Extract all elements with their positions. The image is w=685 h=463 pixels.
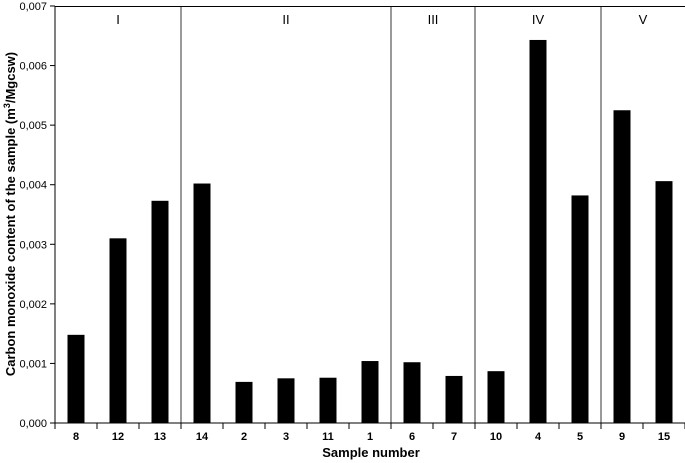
- x-tick-label: 11: [322, 431, 334, 443]
- y-tick-label: 0,007: [19, 1, 47, 13]
- y-tick-label: 0,002: [19, 299, 47, 311]
- y-tick-label: 0,005: [19, 120, 47, 132]
- bar: [193, 183, 211, 423]
- bar: [361, 361, 379, 423]
- group-label: V: [639, 12, 648, 27]
- bar: [319, 377, 337, 423]
- y-tick-label: 0,000: [19, 418, 47, 430]
- y-axis-title-prefix: Carbon monoxide content of the sample (m: [3, 108, 18, 376]
- bars: [67, 39, 673, 423]
- bar: [571, 195, 589, 423]
- group-dividers: I II III IV V: [116, 6, 648, 423]
- x-tick-label: 13: [154, 431, 166, 443]
- x-tick-label: 3: [283, 431, 289, 443]
- x-axis-ticks: 8 12 13 14 2 3 11 1 6 7 10 4 5 9 15: [54, 423, 685, 443]
- bar: [151, 200, 169, 423]
- bar: [445, 375, 463, 423]
- x-tick-label: 4: [535, 431, 542, 443]
- x-tick-label: 14: [196, 431, 209, 443]
- x-tick-label: 12: [112, 431, 124, 443]
- x-tick-label: 8: [73, 431, 79, 443]
- x-tick-label: 15: [658, 431, 670, 443]
- bar: [403, 362, 421, 423]
- bar: [613, 110, 631, 423]
- bar: [487, 371, 505, 423]
- y-tick-label: 0,006: [19, 61, 47, 73]
- x-tick-label: 5: [577, 431, 583, 443]
- bar: [109, 238, 127, 423]
- y-tick-label: 0,004: [19, 180, 47, 192]
- x-tick-label: 10: [490, 431, 502, 443]
- x-tick-label: 6: [409, 431, 415, 443]
- x-tick-label: 7: [451, 431, 457, 443]
- x-tick-label: 9: [619, 431, 625, 443]
- bar: [235, 381, 253, 423]
- group-label: II: [282, 12, 289, 27]
- y-axis-ticks: 0,000 0,001 0,002 0,003 0,004 0,005 0,006 0,007: [19, 1, 55, 430]
- bar: [277, 378, 295, 423]
- x-axis-title: Sample number: [322, 445, 420, 460]
- group-label: IV: [532, 12, 545, 27]
- y-tick-label: 0,003: [19, 239, 47, 251]
- x-tick-label: 1: [367, 431, 373, 443]
- bar: [529, 39, 547, 423]
- group-label: III: [428, 12, 439, 27]
- y-axis-title-suffix: /Mgcsw): [3, 52, 18, 103]
- bar: [655, 181, 673, 423]
- x-tick-label: 2: [241, 431, 247, 443]
- y-axis-title: Carbon monoxide content of the sample (m…: [2, 52, 18, 376]
- y-axis-title-superscript: 3: [2, 103, 12, 108]
- group-label: I: [116, 12, 120, 27]
- bar: [67, 334, 85, 423]
- y-tick-label: 0,001: [19, 358, 47, 370]
